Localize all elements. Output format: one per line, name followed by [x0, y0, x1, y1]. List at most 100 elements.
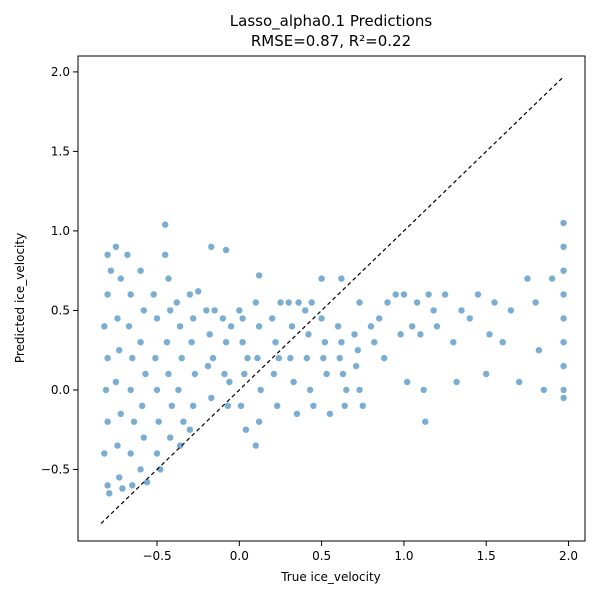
data-point — [417, 331, 424, 338]
chart-subtitle: RMSE=0.87, R²=0.22 — [251, 32, 411, 50]
data-point — [384, 299, 391, 306]
data-point — [107, 267, 115, 274]
data-point — [290, 378, 297, 386]
data-point — [241, 370, 248, 378]
data-point — [104, 354, 111, 362]
data-point — [560, 267, 567, 274]
plot-frame — [77, 55, 586, 542]
data-point — [140, 307, 147, 314]
y-tick-label: 1.5 — [51, 144, 70, 158]
data-point — [409, 323, 416, 330]
data-point — [392, 291, 399, 298]
data-point — [155, 418, 162, 425]
data-point — [153, 315, 161, 322]
data-point — [203, 307, 210, 314]
data-point — [104, 251, 111, 258]
data-point — [356, 386, 363, 394]
data-point — [236, 307, 243, 314]
data-point — [188, 339, 195, 346]
data-point — [127, 291, 134, 298]
data-point — [257, 386, 264, 394]
data-point — [277, 299, 284, 306]
data-point — [208, 243, 215, 250]
data-point — [336, 354, 343, 362]
data-point — [275, 354, 282, 362]
data-point — [293, 410, 301, 417]
data-point — [274, 402, 281, 409]
data-point — [560, 394, 567, 402]
data-point — [227, 323, 235, 330]
data-point — [318, 315, 325, 322]
data-point — [101, 323, 108, 330]
data-point — [425, 291, 432, 298]
data-point — [222, 339, 230, 346]
data-point — [127, 450, 134, 457]
data-point — [269, 315, 276, 322]
data-point — [139, 402, 146, 409]
data-point — [162, 221, 169, 228]
data-point — [152, 354, 159, 362]
data-point — [180, 418, 187, 425]
data-point — [162, 251, 169, 258]
data-point — [381, 354, 388, 362]
x-tick-label: −0.5 — [142, 549, 171, 563]
data-point — [119, 485, 126, 492]
y-tick-label: 0.0 — [51, 383, 70, 397]
x-tick-label: 0.0 — [230, 549, 249, 563]
data-point — [127, 386, 134, 394]
data-point — [150, 291, 157, 298]
data-point — [491, 299, 498, 306]
data-point — [117, 275, 125, 282]
data-point — [338, 275, 345, 282]
data-point — [303, 354, 310, 362]
data-point — [153, 386, 161, 394]
data-point — [400, 291, 408, 298]
data-point — [516, 378, 523, 386]
data-point — [116, 347, 123, 354]
data-point — [130, 418, 138, 425]
data-point — [560, 362, 567, 370]
data-point — [285, 299, 292, 306]
data-point — [104, 291, 111, 298]
data-point — [137, 466, 144, 473]
x-tick-label: 1.5 — [477, 549, 496, 563]
data-point — [176, 323, 184, 330]
data-point — [338, 339, 345, 346]
data-point — [104, 418, 111, 425]
data-point — [353, 362, 360, 370]
data-point — [175, 386, 182, 394]
data-point — [239, 339, 246, 346]
y-axis: −0.5 0.0 0.5 1.0 1.5 2.0 — [41, 65, 78, 476]
data-point — [499, 339, 506, 346]
data-point — [206, 331, 213, 338]
data-point — [112, 243, 120, 250]
data-point — [186, 426, 194, 433]
data-point — [167, 434, 174, 441]
data-point — [422, 418, 429, 425]
data-point — [226, 378, 233, 386]
data-point — [272, 339, 279, 346]
data-point — [102, 386, 110, 394]
data-point — [129, 482, 136, 489]
data-point — [165, 275, 172, 282]
data-point — [254, 354, 261, 362]
reference-line — [100, 76, 565, 524]
y-tick-label: −0.5 — [41, 462, 70, 476]
data-point — [318, 275, 325, 282]
data-point — [320, 354, 327, 362]
data-point — [356, 299, 363, 306]
y-tick-label: 2.0 — [51, 65, 70, 79]
data-point — [239, 315, 246, 322]
data-point — [310, 402, 317, 409]
data-point — [308, 299, 315, 306]
data-point — [306, 386, 314, 394]
data-point — [560, 291, 567, 298]
data-point — [101, 450, 108, 457]
data-point — [413, 299, 421, 306]
x-tick-label: 1.0 — [394, 549, 413, 563]
data-point — [560, 339, 567, 346]
x-axis-label: True ice_velocity — [280, 570, 381, 584]
data-point — [430, 307, 437, 314]
data-point — [222, 246, 230, 254]
data-point — [288, 323, 296, 330]
